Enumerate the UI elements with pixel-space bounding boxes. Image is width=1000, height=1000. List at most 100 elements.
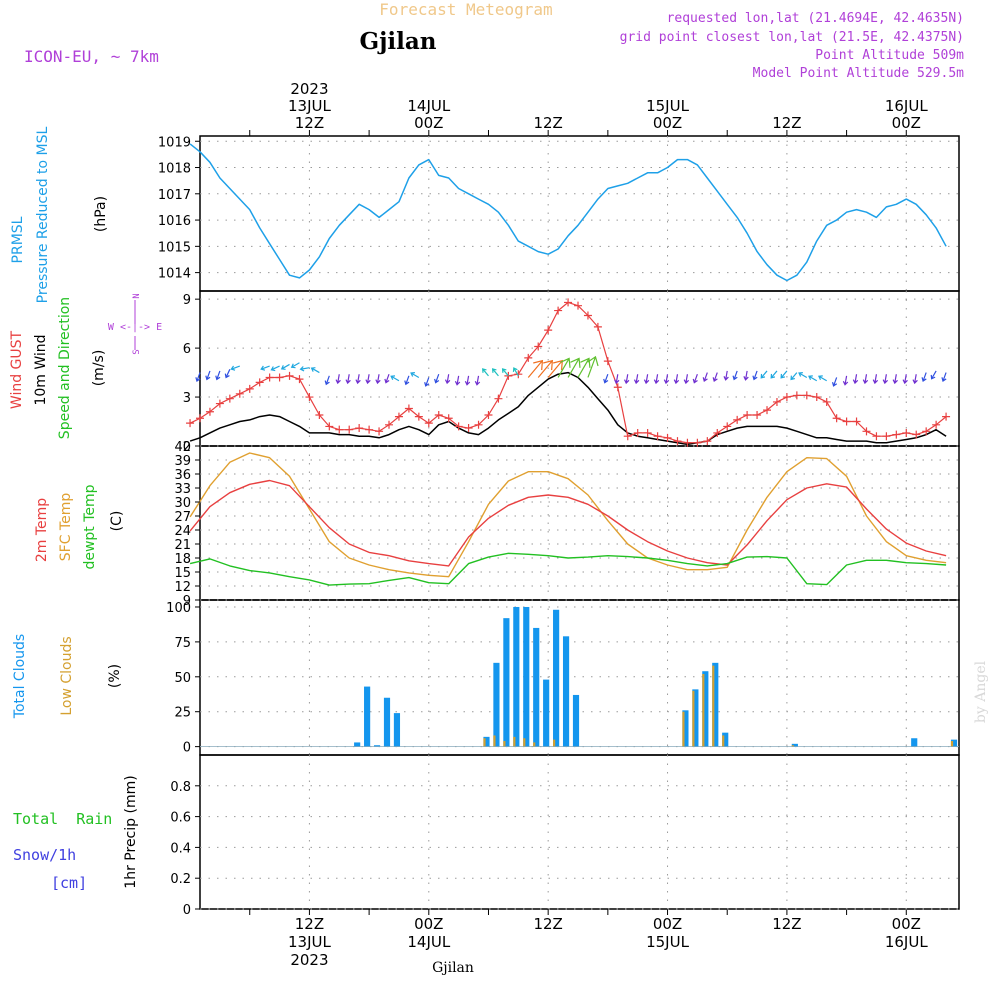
wind-arrow-icon	[434, 374, 440, 384]
wind-arrow-icon	[831, 377, 838, 387]
gust-point-marker	[812, 393, 821, 402]
time-label-top: 14JUL	[407, 97, 450, 115]
wind-arrow-icon	[862, 374, 869, 385]
wind-arrow-icon	[818, 375, 827, 382]
wind-10m-series-line	[189, 371, 947, 446]
gust-point-marker	[424, 419, 433, 428]
wind-arrow-icon	[365, 374, 371, 385]
gust-point-marker	[335, 425, 344, 434]
time-label-bottom: 12Z	[772, 915, 801, 933]
dewpoint-series-line	[189, 552, 947, 586]
total-cloud-bar	[513, 606, 520, 747]
wind-arrow-icon	[260, 365, 270, 371]
time-label-bottom: 00Z	[892, 915, 921, 933]
wind-arrow-icon	[454, 375, 461, 386]
y-tick-label: 24	[174, 524, 191, 539]
precip-axis-label: 1hr Precip (mm)	[123, 775, 139, 888]
gust-point-marker	[922, 427, 931, 436]
total-cloud-bar	[722, 732, 729, 747]
gust-point-marker	[554, 306, 563, 315]
total-cloud-bar	[493, 662, 500, 747]
time-label-bottom: 00Z	[414, 915, 443, 933]
clouds-panel-frame	[199, 599, 960, 756]
low-cloud-bar	[950, 741, 954, 747]
y-tick-label: 0	[183, 903, 191, 918]
wind-arrow-icon	[205, 370, 211, 381]
low-cloud-bar	[692, 690, 695, 747]
panel-frames	[199, 135, 960, 910]
y-tick-label: 0	[183, 440, 191, 455]
gust-point-marker	[912, 430, 921, 439]
gust-point-marker	[583, 311, 592, 320]
gust-point-marker	[802, 391, 811, 400]
wind-arrow-icon	[335, 374, 341, 385]
gust-point-marker	[494, 394, 503, 403]
y-tick-label: 21	[174, 538, 191, 553]
y-tick-label: 27	[174, 510, 191, 525]
gust-point-marker	[404, 404, 413, 413]
y-tick-label: 36	[174, 468, 191, 483]
chart-series	[186, 143, 959, 748]
wind-arrow-icon	[760, 370, 768, 379]
total-cloud-bar	[373, 745, 381, 747]
y-tick-label: 6	[183, 342, 191, 357]
wind-arrow-icon	[623, 374, 630, 385]
wind-panel-frame	[199, 290, 960, 447]
wind-arrow-icon	[702, 372, 708, 383]
compass-north: N	[132, 293, 142, 298]
total-cloud-bar	[553, 609, 560, 747]
y-tick-label: 9	[183, 594, 191, 609]
gust-point-marker	[275, 373, 284, 382]
wind-arrow-icon	[842, 375, 849, 386]
gust-point-marker	[763, 406, 772, 415]
y-tick-label: 18	[174, 552, 191, 567]
wind-arrow-icon	[852, 374, 859, 385]
gust-point-marker	[852, 417, 861, 426]
y-tick-label: 1019	[158, 135, 191, 150]
wind-arrow-icon	[345, 374, 351, 385]
temp-dew-label: dewpt Temp	[82, 484, 98, 569]
wind-arrow-icon	[355, 374, 361, 385]
wind-arrow-icon	[723, 370, 729, 381]
wind-arrow-icon	[587, 355, 599, 378]
gust-point-marker	[345, 425, 354, 434]
wind-arrow-icon	[643, 374, 650, 385]
wind-gust-label: Wind GUST	[9, 330, 25, 409]
sfc-temp-series-line	[189, 452, 947, 578]
gust-point-marker	[683, 438, 692, 447]
y-tick-labels: 1014101510161017101810190369912151821242…	[158, 135, 200, 918]
temp-2m-label: 2m Temp	[34, 498, 50, 562]
gust-point-marker	[325, 422, 334, 431]
temp-2m-series-line	[189, 479, 947, 567]
clouds-total-label: Total Clouds	[12, 634, 28, 719]
wind-arrow-icon	[224, 369, 231, 379]
wind-arrow-icon	[770, 370, 778, 379]
requested-coords: requested lon,lat (21.4694E, 42.4635N)	[667, 11, 964, 26]
wind-arrow-icon	[501, 368, 509, 377]
y-tick-label: 0	[183, 741, 191, 756]
gust-point-marker	[872, 432, 881, 441]
gust-point-marker	[753, 411, 762, 419]
wind-arrow-icon	[230, 365, 240, 371]
total-cloud-bar	[364, 686, 371, 747]
gust-point-marker	[315, 411, 324, 419]
y-tick-label: 0.2	[170, 872, 191, 887]
y-tick-label: 1015	[158, 240, 191, 255]
low-cloud-bar	[523, 738, 526, 747]
wind-arrow-icon	[280, 363, 290, 370]
total-cloud-bar	[523, 606, 530, 747]
gust-point-marker	[643, 428, 652, 437]
low-cloud-bar	[722, 735, 725, 747]
wind-arrow-icon	[692, 374, 698, 384]
wind-arrow-icon	[633, 374, 640, 385]
gust-point-marker	[623, 432, 632, 441]
compass-south: S	[132, 349, 142, 354]
wind-arrow-icon	[512, 367, 519, 377]
wind-arrow-icon	[653, 374, 660, 385]
wind-arrow-icon	[324, 375, 330, 386]
gust-point-marker	[504, 371, 513, 380]
y-tick-label: 1017	[158, 188, 191, 203]
pressure-label-1: PRMSL	[10, 216, 26, 263]
wind-arrow-icon	[603, 374, 609, 384]
temp-unit: (C)	[109, 511, 125, 532]
